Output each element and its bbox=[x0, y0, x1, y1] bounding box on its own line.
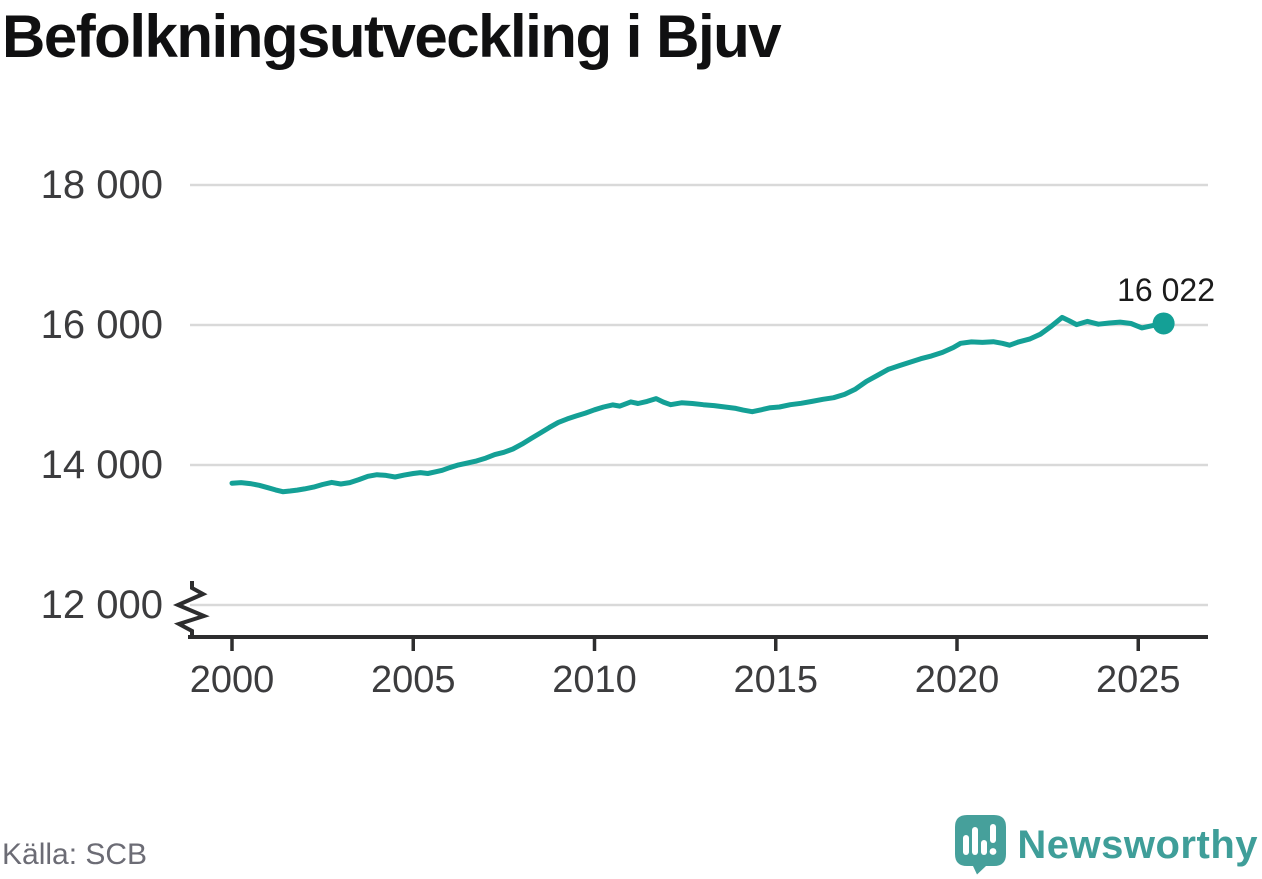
source-note: Källa: SCB bbox=[2, 838, 148, 871]
y-tick-label: 12 000 bbox=[40, 583, 163, 627]
newsworthy-wordmark: Newsworthy bbox=[1017, 822, 1258, 867]
line-series bbox=[229, 312, 1175, 495]
y-tick-label: 18 000 bbox=[40, 163, 163, 207]
x-tick-label: 2005 bbox=[370, 659, 456, 701]
y-tick-label: 14 000 bbox=[40, 443, 163, 487]
population-line bbox=[229, 314, 1167, 495]
x-tick-label: 2000 bbox=[189, 659, 275, 701]
axes bbox=[172, 581, 1208, 651]
y-axis-break-icon bbox=[172, 581, 210, 637]
x-tick-label: 2010 bbox=[552, 659, 637, 701]
chart-title: Befolkningsutveckling i Bjuv bbox=[2, 3, 782, 70]
x-tick-label: 2015 bbox=[733, 659, 819, 701]
newsworthy-speech-bubble-barchart-icon bbox=[955, 815, 1007, 875]
x-tick-label: 2020 bbox=[914, 659, 1000, 701]
last-point-marker bbox=[1152, 312, 1175, 335]
x-tick-label: 2025 bbox=[1095, 659, 1181, 701]
gridlines bbox=[190, 183, 1208, 607]
newsworthy-brand: Newsworthy bbox=[954, 814, 1258, 875]
last-value-label: 16 022 bbox=[1117, 272, 1215, 308]
y-tick-label: 16 000 bbox=[40, 303, 163, 347]
